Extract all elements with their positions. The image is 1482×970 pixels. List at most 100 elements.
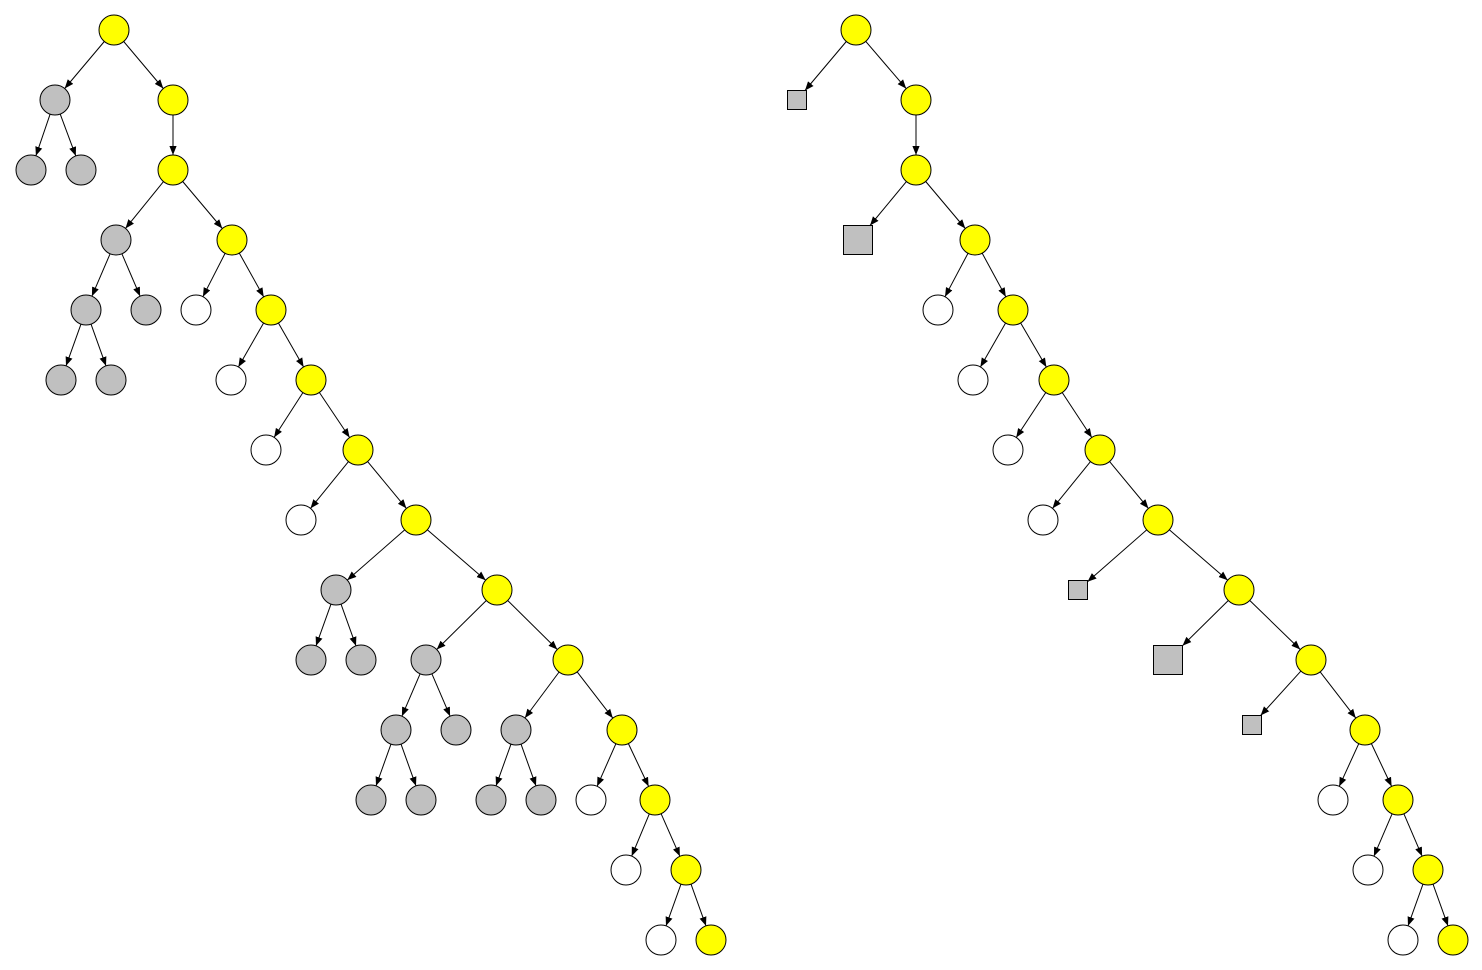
edge-arrow xyxy=(981,252,1007,298)
edge-arrow xyxy=(1182,600,1229,647)
collapsed-node xyxy=(475,784,507,816)
collapsed-node xyxy=(65,154,97,186)
edge-arrow xyxy=(944,253,969,297)
edge-arrow xyxy=(627,743,650,787)
path-node xyxy=(216,224,248,256)
path-node xyxy=(1084,434,1116,466)
edge-arrow xyxy=(1338,743,1360,787)
leaf-node xyxy=(1387,924,1419,956)
collapsed-node xyxy=(500,714,532,746)
leaf-node xyxy=(250,434,282,466)
edges xyxy=(35,41,707,927)
path-node xyxy=(400,504,432,536)
edge-arrow xyxy=(238,252,265,298)
path-node xyxy=(481,574,513,606)
edge-arrow xyxy=(524,671,560,719)
edge-arrow xyxy=(123,41,164,89)
path-node xyxy=(157,154,189,186)
edge-arrow xyxy=(277,322,305,368)
collapsed-subtree-box xyxy=(843,225,873,255)
edge-arrow xyxy=(121,253,141,297)
collapsed-node xyxy=(15,154,47,186)
path-node xyxy=(1142,504,1174,536)
edge-arrow xyxy=(400,743,417,787)
leaf-node xyxy=(1317,784,1349,816)
edges xyxy=(804,41,1449,927)
path-node xyxy=(295,364,327,396)
leaf-node xyxy=(610,854,642,886)
leaf-node xyxy=(957,364,989,396)
edge-arrow xyxy=(1168,529,1229,581)
edge-arrow xyxy=(520,743,537,787)
collapsed-node xyxy=(345,644,377,676)
collapsed-node xyxy=(70,294,102,326)
edge-arrow xyxy=(35,114,51,156)
edge-arrow xyxy=(125,181,164,229)
path-node xyxy=(900,84,932,116)
collapsed-node xyxy=(295,644,327,676)
edge-arrow xyxy=(59,113,77,157)
edge-arrow xyxy=(202,253,226,297)
path-node xyxy=(157,84,189,116)
collapsed-node xyxy=(95,364,127,396)
nodes xyxy=(15,14,727,956)
collapsed-subtree-box xyxy=(1068,580,1088,600)
edge-arrow xyxy=(1432,883,1449,927)
edge-arrow xyxy=(436,600,487,650)
edge-arrow xyxy=(1319,671,1357,719)
collapsed-node xyxy=(380,714,412,746)
path-node xyxy=(1382,784,1414,816)
collapsed-node xyxy=(320,574,352,606)
collapsed-node xyxy=(130,294,162,326)
path-node xyxy=(997,294,1029,326)
path-node xyxy=(1223,574,1255,606)
leaf-node xyxy=(1352,854,1384,886)
collapsed-node xyxy=(525,784,557,816)
full-tree xyxy=(15,14,727,956)
edge-arrow xyxy=(1370,743,1393,787)
path-node xyxy=(98,14,130,46)
edge-arrow xyxy=(346,529,406,581)
edge-arrow xyxy=(1249,600,1301,650)
collapsed-node xyxy=(45,364,77,396)
leaf-node xyxy=(922,294,954,326)
collapsed-node xyxy=(410,644,442,676)
edge-arrow xyxy=(426,529,487,581)
edge-arrow xyxy=(318,392,351,438)
collapsed-subtree-box xyxy=(1153,645,1183,675)
edge-arrow xyxy=(596,743,617,787)
path-node xyxy=(959,224,991,256)
edge-arrow xyxy=(507,600,558,650)
path-node xyxy=(1038,364,1070,396)
path-node xyxy=(695,924,727,956)
path-node xyxy=(1412,854,1444,886)
edge-arrow xyxy=(273,392,304,438)
edge-arrow xyxy=(1061,392,1093,438)
path-node xyxy=(255,294,287,326)
edge-arrow xyxy=(65,323,82,367)
edge-arrow xyxy=(182,181,223,229)
leaf-node xyxy=(285,504,317,536)
edge-arrow xyxy=(865,41,907,89)
edge-arrow xyxy=(1020,322,1047,368)
edge-arrow xyxy=(90,323,107,367)
edge-arrow xyxy=(1403,813,1423,857)
collapsed-node xyxy=(440,714,472,746)
collapsed-node xyxy=(355,784,387,816)
edge-arrow xyxy=(310,461,349,509)
leaf-node xyxy=(180,294,212,326)
leaf-node xyxy=(1027,504,1059,536)
collapsed-subtree-box xyxy=(1242,715,1262,735)
edge-arrow xyxy=(804,41,847,91)
edge-arrow xyxy=(690,883,707,927)
path-node xyxy=(606,714,638,746)
collapsed-node xyxy=(405,784,437,816)
edge-arrow xyxy=(925,181,966,229)
edge-arrow xyxy=(495,743,512,787)
edge-arrow xyxy=(1052,461,1091,509)
path-node xyxy=(1437,924,1469,956)
edge-arrow xyxy=(91,253,111,297)
edge-arrow xyxy=(660,813,681,857)
leaf-node xyxy=(215,364,247,396)
